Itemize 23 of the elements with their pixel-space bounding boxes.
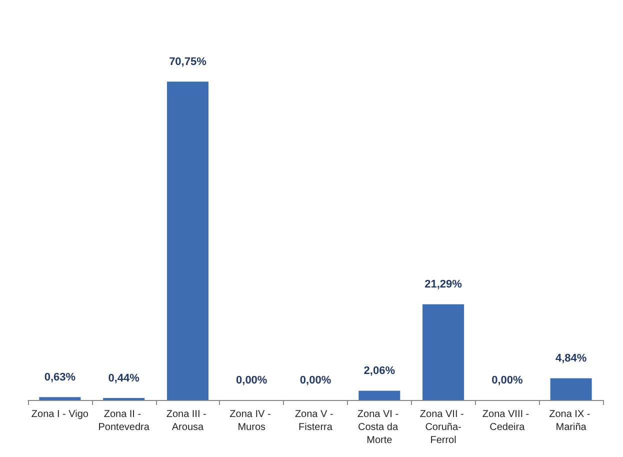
x-tick-label: Zona VIII - Cedeira <box>482 409 532 433</box>
data-label: 21,29% <box>424 278 462 291</box>
bar <box>550 378 592 400</box>
x-tick-label: Zona III - Arousa <box>166 409 210 433</box>
data-label: 0,44% <box>108 372 140 385</box>
data-label: 70,75% <box>169 56 207 68</box>
bar <box>358 390 400 400</box>
x-tick-label: Zona VI - Costa da Morte <box>357 409 402 446</box>
data-label: 0,00% <box>300 374 332 386</box>
x-tick-label: Zona II - Pontevedra <box>98 409 150 433</box>
x-tick-label: Zona IV - Muros <box>230 409 274 433</box>
data-label: 4,84% <box>555 352 587 365</box>
x-tick-label: Zona I - Vigo <box>31 409 89 420</box>
data-label: 0,00% <box>236 374 268 386</box>
x-tick-label: Zona V - Fisterra <box>294 409 336 433</box>
data-label: 0,63% <box>44 372 76 384</box>
x-tick-label: Zona VII - Coruña-Ferrol <box>420 409 467 446</box>
data-label: 0,00% <box>492 374 523 386</box>
x-tick-label: Zona IX - Mariña <box>549 409 594 433</box>
bar <box>422 304 464 400</box>
bar <box>166 82 208 400</box>
data-label: 2,06% <box>364 365 396 378</box>
bar <box>39 397 81 400</box>
